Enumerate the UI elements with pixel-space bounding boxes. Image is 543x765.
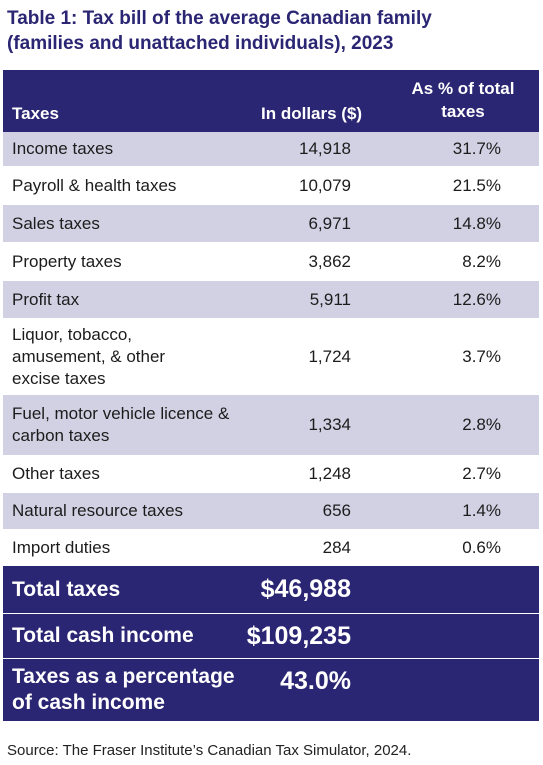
header-taxes: Taxes [12,104,59,123]
header-percent-line-1: As % of total [411,79,515,98]
table-row: Liquor, tobacco, amusement, & other exci… [3,319,539,394]
table-row: Fuel, motor vehicle licence & carbon tax… [3,395,539,455]
table-row: Income taxes 14,918 31.7% [3,132,539,166]
table-row: Import duties 284 0.6% [3,530,539,566]
row-percent: 8.2% [462,251,501,271]
header-percent-line-2: taxes [441,102,485,121]
row-name: Import duties [12,538,111,557]
table-row: Other taxes 1,248 2.7% [3,456,539,492]
title-line-2: (families and unattached individuals), 2… [7,33,394,54]
total-income-value: $109,235 [246,621,351,650]
table-row: Natural resource taxes 656 1.4% [3,493,539,529]
row-dollars: 1,334 [308,415,351,434]
row-dollars: 1,724 [308,346,351,366]
row-dollars: 3,862 [308,251,351,271]
table-row: Sales taxes 6,971 14.8% [3,205,539,242]
row-dollars: 6,971 [308,213,351,233]
tax-percentage-row: Taxes as a percentage of cash income 43.… [3,659,539,721]
row-dollars: 10,079 [299,175,351,195]
row-name: Other taxes [12,464,100,483]
row-name: Payroll & health taxes [12,175,177,195]
row-percent: 2.8% [462,415,501,434]
table-row: Payroll & health taxes 10,079 21.5% [3,167,539,204]
row-percent: 14.8% [452,213,501,233]
header-percent: As % of total taxes [388,77,538,123]
title-line-1: Table 1: Tax bill of the average Canadia… [7,8,432,29]
tax-percentage-value: 43.0% [280,667,351,695]
table-title: Table 1: Tax bill of the average Canadia… [7,6,527,56]
row-name: Liquor, tobacco, amusement, & other exci… [12,324,166,388]
row-percent: 2.7% [462,464,501,483]
row-percent: 21.5% [452,175,501,195]
total-taxes-row: Total taxes $46,988 [3,566,539,613]
row-dollars: 14,918 [299,139,351,158]
total-income-row: Total cash income $109,235 [3,614,539,658]
row-name: Property taxes [12,251,122,271]
row-name: Profit tax [12,289,80,309]
row-dollars: 5,911 [309,289,351,309]
header-dollars: In dollars ($) [261,104,363,123]
row-name: Fuel, motor vehicle licence & carbon tax… [12,404,230,445]
table-row: Property taxes 3,862 8.2% [3,243,539,280]
row-percent: 12.6% [452,289,501,309]
tax-percentage-label: Taxes as a percentage of cash income [12,665,235,714]
total-income-label: Total cash income [12,624,194,647]
row-dollars: 284 [322,538,351,557]
total-taxes-label: Total taxes [12,577,121,601]
row-percent: 0.6% [462,538,501,557]
source-note: Source: The Fraser Institute’s Canadian … [7,742,412,759]
row-percent: 1.4% [462,501,501,520]
tax-table: Taxes In dollars ($) As % of total taxes… [3,70,539,721]
row-name: Natural resource taxes [12,501,184,520]
row-dollars: 656 [322,501,351,520]
row-name: Sales taxes [12,213,100,233]
total-taxes-value: $46,988 [260,575,351,603]
row-name: Income taxes [12,139,114,158]
table-header: Taxes In dollars ($) As % of total taxes [3,70,539,132]
row-percent: 31.7% [452,139,501,158]
row-dollars: 1,248 [308,464,351,483]
table-row: Profit tax 5,911 12.6% [3,281,539,318]
row-percent: 3.7% [462,346,501,366]
